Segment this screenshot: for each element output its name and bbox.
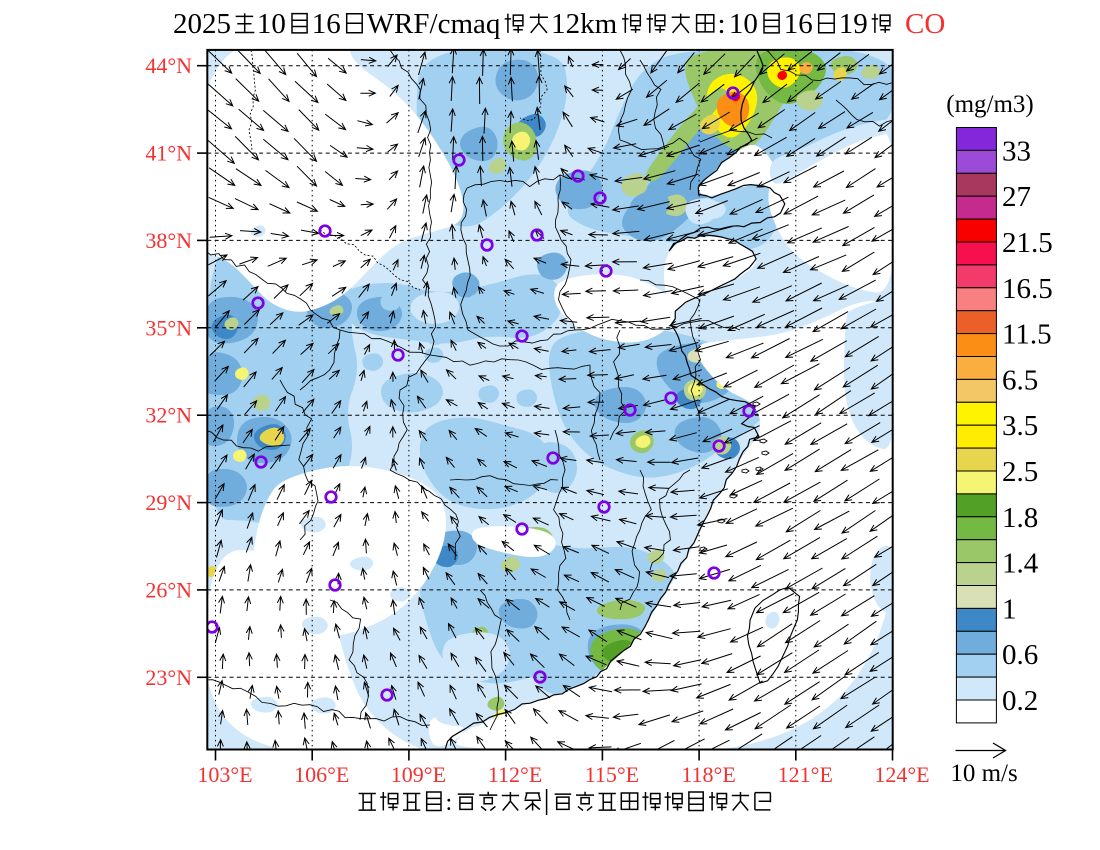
svg-text:10: 10 <box>257 8 286 40</box>
svg-text::: : <box>718 8 726 40</box>
svg-text:121°E: 121°E <box>778 762 833 787</box>
svg-text:2.5: 2.5 <box>1002 456 1038 488</box>
svg-text:1.4: 1.4 <box>1002 548 1039 580</box>
svg-text:33: 33 <box>1002 135 1031 167</box>
svg-text:103°E: 103°E <box>197 762 252 787</box>
svg-text::: : <box>445 790 452 816</box>
svg-text:10 m/s: 10 m/s <box>950 760 1017 787</box>
svg-text:32°N: 32°N <box>145 403 192 428</box>
svg-text:10: 10 <box>729 8 758 40</box>
svg-text:29°N: 29°N <box>145 490 192 515</box>
svg-text:23°N: 23°N <box>145 665 192 690</box>
svg-text:106°E: 106°E <box>294 762 349 787</box>
svg-text:16: 16 <box>784 8 813 40</box>
svg-text:16.5: 16.5 <box>1002 273 1053 305</box>
svg-text:3.5: 3.5 <box>1002 410 1038 442</box>
svg-text:35°N: 35°N <box>145 315 192 340</box>
svg-text:38°N: 38°N <box>145 228 192 253</box>
svg-text:27: 27 <box>1002 181 1031 213</box>
svg-text:1.8: 1.8 <box>1002 502 1038 534</box>
svg-text:118°E: 118°E <box>681 762 735 787</box>
svg-text:109°E: 109°E <box>391 762 446 787</box>
svg-text:124°E: 124°E <box>874 762 929 787</box>
svg-text:44°N: 44°N <box>145 53 192 78</box>
svg-text:12km: 12km <box>551 8 618 40</box>
svg-text:(mg/m3): (mg/m3) <box>946 91 1034 118</box>
svg-text:19: 19 <box>839 8 868 40</box>
svg-text:CO: CO <box>905 8 945 40</box>
svg-text:112°E: 112°E <box>488 762 542 787</box>
svg-text:11.5: 11.5 <box>1002 319 1052 351</box>
svg-text:WRF/cmaq: WRF/cmaq <box>367 8 501 40</box>
svg-text:115°E: 115°E <box>585 762 639 787</box>
svg-text:2025: 2025 <box>173 8 231 40</box>
svg-text:0.2: 0.2 <box>1002 685 1038 717</box>
svg-text:41°N: 41°N <box>145 141 192 166</box>
svg-text:16: 16 <box>312 8 341 40</box>
svg-text:6.5: 6.5 <box>1002 364 1038 396</box>
svg-text:21.5: 21.5 <box>1002 227 1053 259</box>
svg-text:26°N: 26°N <box>145 577 192 602</box>
svg-text:0.6: 0.6 <box>1002 639 1038 671</box>
svg-text:1: 1 <box>1002 593 1017 625</box>
